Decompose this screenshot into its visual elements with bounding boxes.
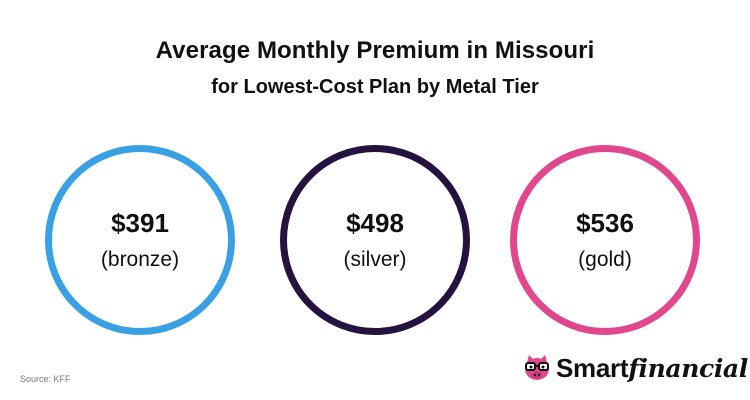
title-line-2: for Lowest-Cost Plan by Metal Tier bbox=[211, 76, 539, 98]
bronze-price: $391 bbox=[111, 208, 169, 238]
bronze-tier-circle: $391 (bronze) bbox=[45, 145, 235, 335]
title-line-1: Average Monthly Premium in Missouri bbox=[155, 37, 595, 64]
pig-with-glasses-icon bbox=[525, 355, 549, 380]
chart-title: Average Monthly Premium in Missouri for … bbox=[0, 36, 750, 102]
gold-label: (gold) bbox=[578, 248, 632, 271]
gold-price: $536 bbox=[576, 208, 634, 238]
gold-tier-circle: $536 (gold) bbox=[510, 145, 700, 335]
silver-tier-circle: $498 (silver) bbox=[280, 145, 470, 335]
source-note: Source: KFF bbox=[20, 374, 71, 384]
silver-price: $498 bbox=[346, 208, 404, 238]
silver-label: (silver) bbox=[343, 248, 407, 271]
logo-text-financial: financial bbox=[628, 353, 748, 383]
bronze-label: (bronze) bbox=[100, 248, 180, 271]
smartfinancial-logo: Smart financial bbox=[522, 350, 748, 386]
logo-text-smart: Smart bbox=[556, 352, 629, 383]
